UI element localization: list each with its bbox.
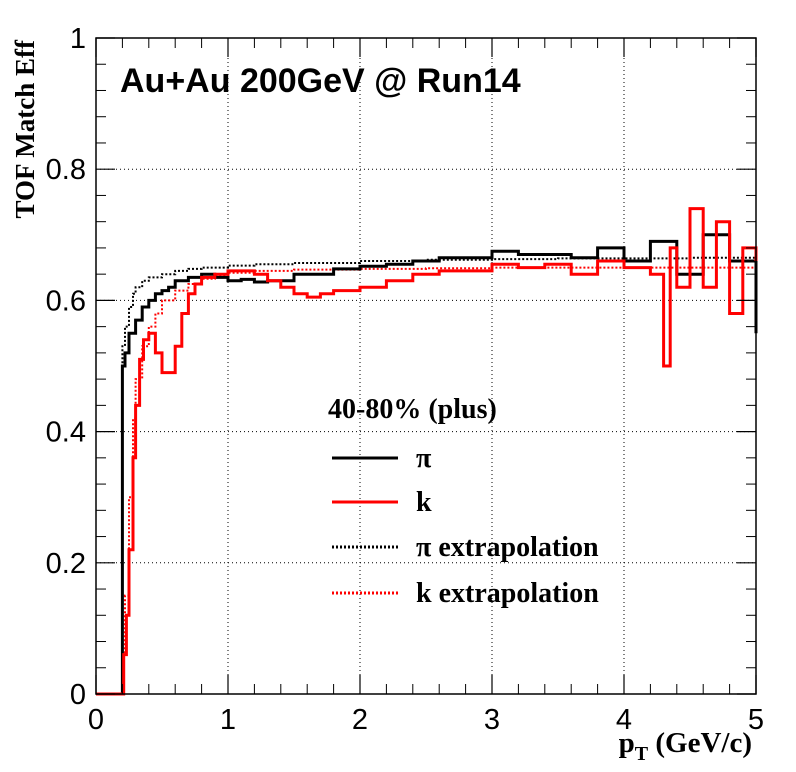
x-axis-label: pT (GeV/c) xyxy=(619,727,752,765)
x-tick-label: 0 xyxy=(88,704,104,736)
x-tick-label: 1 xyxy=(220,704,236,736)
y-tick-label: 0.2 xyxy=(46,548,86,580)
y-tick-label: 0.4 xyxy=(46,417,86,449)
plot-frame xyxy=(95,37,757,695)
tick-labels: 0 1 2 3 4 5 0 0.2 0.4 0.6 0.8 1 xyxy=(46,23,764,736)
x-tick-label: 4 xyxy=(616,704,632,736)
y-tick-label: 0.6 xyxy=(46,285,86,317)
y-tick-label: 0 xyxy=(70,679,86,711)
series-layer xyxy=(96,207,758,696)
series-line-k xyxy=(96,207,758,696)
x-axis-label-rest: (GeV/c) xyxy=(648,727,752,759)
x-axis-label-sub: T xyxy=(635,743,649,765)
x-tick-label: 2 xyxy=(352,704,368,736)
y-tick-label: 1 xyxy=(70,23,86,55)
legend: 40-80% (plus) π k π extrapolation k extr… xyxy=(328,394,599,609)
axis-ticks xyxy=(95,37,757,695)
legend-label-k-extrapolation: k extrapolation xyxy=(416,578,599,609)
y-tick-label: 0.8 xyxy=(46,154,86,186)
legend-header: 40-80% (plus) xyxy=(328,394,497,425)
x-tick-label: 5 xyxy=(748,704,764,736)
x-tick-label: 3 xyxy=(484,704,500,736)
chart-annotation: Au+Au 200GeV @ Run14 xyxy=(120,62,521,100)
grid-lines xyxy=(96,38,756,694)
y-axis-label: TOF Match Eff xyxy=(10,39,40,218)
legend-label-k: k xyxy=(416,487,432,518)
x-axis-label-main: p xyxy=(619,727,635,759)
legend-label-pi: π xyxy=(416,443,432,474)
series-line-extrapolation xyxy=(121,256,756,367)
legend-label-pi-extrapolation: π extrapolation xyxy=(416,532,599,563)
